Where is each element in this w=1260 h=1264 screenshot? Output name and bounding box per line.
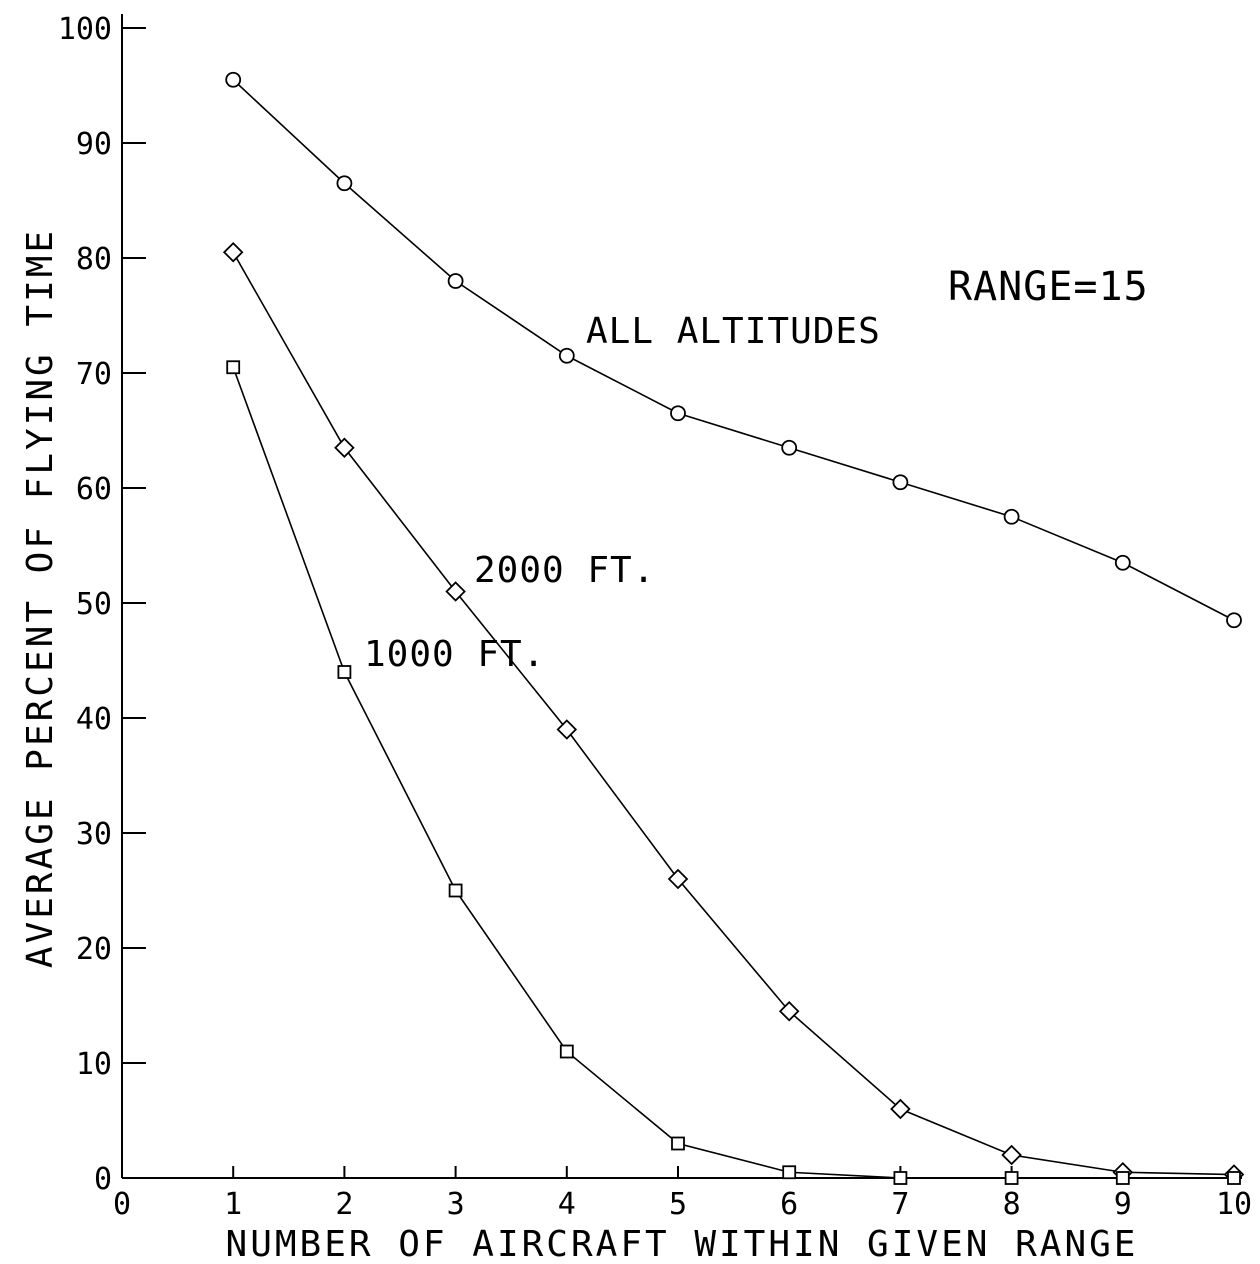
y-tick-label: 0 bbox=[94, 1162, 112, 1197]
series-line-all-altitudes bbox=[232, 79, 1235, 621]
y-tick-label: 90 bbox=[76, 127, 112, 162]
data-point-all-altitudes bbox=[781, 439, 798, 456]
y-tick-label: 30 bbox=[76, 817, 112, 852]
data-point-1000-ft bbox=[1115, 1171, 1130, 1185]
y-tick-label: 60 bbox=[76, 472, 112, 507]
x-tick-label: 8 bbox=[1003, 1187, 1021, 1222]
y-ticks: 0 10 20 30 40 50 60 70 80 90 100 bbox=[58, 12, 146, 1197]
data-point-1000-ft bbox=[1227, 1171, 1241, 1185]
x-tick-label: 1 bbox=[224, 1187, 242, 1222]
data-point-all-altitudes bbox=[447, 273, 464, 289]
y-tick-label: 10 bbox=[76, 1047, 112, 1082]
data-point-all-altitudes bbox=[558, 347, 575, 364]
y-axis-title: AVERAGE PERCENT OF FLYING TIME bbox=[20, 228, 61, 968]
series-line-1000-ft bbox=[232, 366, 1234, 1179]
labels: NUMBER OF AIRCRAFT WITHIN GIVEN RANGE AV… bbox=[20, 228, 1149, 1264]
data-point-2000-ft bbox=[1001, 1144, 1022, 1166]
data-point-all-altitudes bbox=[1114, 554, 1131, 571]
data-point-1000-ft bbox=[559, 1044, 574, 1059]
data-point-2000-ft bbox=[334, 437, 355, 459]
x-tick-label: 3 bbox=[447, 1187, 465, 1222]
data-point-1000-ft bbox=[1004, 1171, 1019, 1185]
data-point-all-altitudes bbox=[336, 175, 353, 192]
series-1000-ft bbox=[226, 360, 1241, 1185]
x-tick-label: 0 bbox=[113, 1187, 131, 1222]
data-point-all-altitudes bbox=[892, 474, 909, 491]
x-ticks: 0 1 2 3 4 5 6 7 8 9 10 bbox=[113, 1166, 1252, 1222]
data-point-all-altitudes bbox=[1003, 508, 1020, 525]
data-point-2000-ft bbox=[890, 1098, 911, 1120]
range-annotation: RANGE=15 bbox=[948, 264, 1149, 310]
series-layer bbox=[222, 71, 1245, 1185]
y-tick-label: 80 bbox=[76, 242, 112, 277]
data-point-all-altitudes bbox=[1226, 612, 1242, 629]
data-point-2000-ft bbox=[222, 241, 244, 263]
x-tick-label: 10 bbox=[1216, 1187, 1252, 1222]
data-point-all-altitudes bbox=[670, 405, 686, 422]
data-point-1000-ft bbox=[671, 1136, 685, 1151]
axes bbox=[121, 14, 1242, 1179]
x-tick-label: 9 bbox=[1114, 1187, 1132, 1222]
data-point-1000-ft bbox=[337, 665, 352, 679]
y-tick-label: 70 bbox=[76, 357, 112, 392]
data-point-2000-ft bbox=[556, 719, 578, 740]
series-all-altitudes bbox=[225, 71, 1242, 629]
data-point-all-altitudes bbox=[225, 71, 242, 88]
x-tick-label: 2 bbox=[335, 1187, 353, 1222]
y-tick-label: 100 bbox=[58, 12, 112, 47]
x-tick-label: 4 bbox=[558, 1187, 576, 1222]
series-line-2000-ft bbox=[232, 251, 1235, 1176]
data-point-1000-ft bbox=[893, 1171, 908, 1185]
data-point-2000-ft bbox=[778, 1000, 800, 1022]
x-tick-label: 7 bbox=[891, 1187, 909, 1222]
x-tick-label: 5 bbox=[669, 1187, 687, 1222]
series-label-2000-ft: 2000 FT. bbox=[474, 550, 655, 591]
x-axis-title: NUMBER OF AIRCRAFT WITHIN GIVEN RANGE bbox=[226, 1224, 1139, 1264]
y-tick-label: 20 bbox=[76, 932, 112, 967]
x-tick-label: 6 bbox=[780, 1187, 798, 1222]
series-label-1000-ft: 1000 FT. bbox=[364, 634, 545, 675]
series-label-all-altitudes: ALL ALTITUDES bbox=[586, 311, 881, 352]
y-tick-label: 50 bbox=[76, 587, 112, 622]
series-2000-ft bbox=[222, 241, 1245, 1185]
data-point-1000-ft bbox=[226, 360, 241, 375]
data-point-1000-ft bbox=[782, 1165, 797, 1180]
data-point-2000-ft bbox=[667, 868, 689, 890]
data-point-1000-ft bbox=[448, 883, 463, 898]
y-tick-label: 40 bbox=[76, 702, 112, 737]
data-point-2000-ft bbox=[445, 581, 466, 602]
